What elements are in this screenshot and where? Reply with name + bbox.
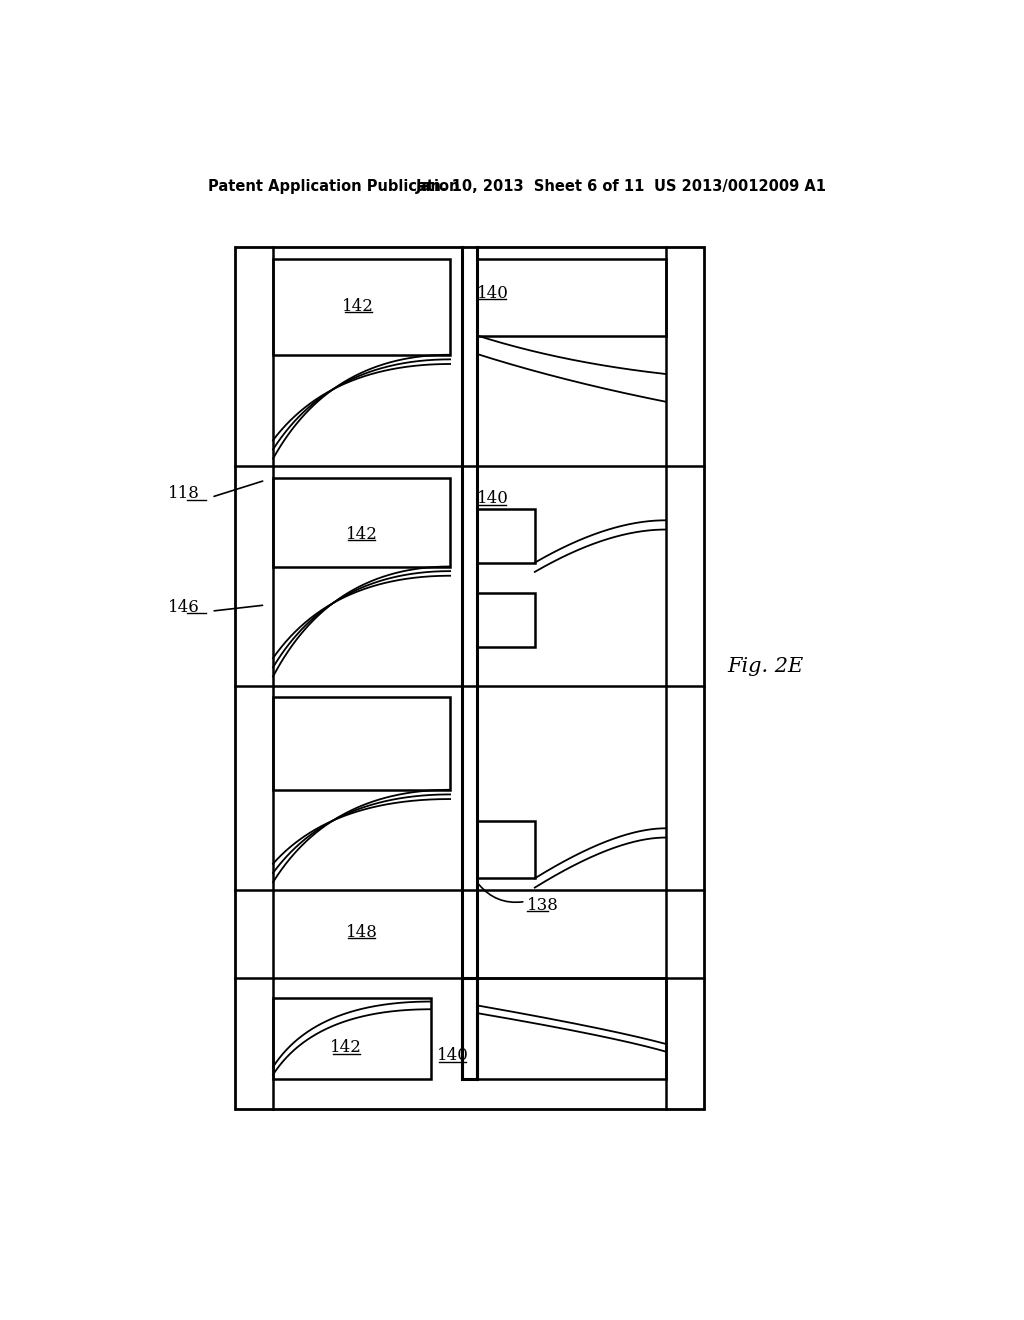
Text: 142: 142 bbox=[330, 1039, 362, 1056]
Text: 142: 142 bbox=[342, 298, 374, 314]
Text: Fig. 2E: Fig. 2E bbox=[727, 657, 804, 676]
Text: US 2013/0012009 A1: US 2013/0012009 A1 bbox=[654, 180, 826, 194]
Text: 142: 142 bbox=[346, 525, 378, 543]
Bar bbox=[273, 697, 451, 789]
Bar bbox=[462, 978, 477, 1078]
Text: Jan. 10, 2013  Sheet 6 of 11: Jan. 10, 2013 Sheet 6 of 11 bbox=[416, 180, 645, 194]
Bar bbox=[273, 478, 451, 566]
Bar bbox=[234, 247, 705, 1109]
Text: 140: 140 bbox=[476, 285, 508, 302]
Text: 146: 146 bbox=[168, 599, 200, 616]
Bar bbox=[477, 978, 666, 1078]
Bar bbox=[477, 594, 535, 647]
Text: 140: 140 bbox=[476, 490, 508, 507]
Bar bbox=[477, 259, 666, 335]
Text: 140: 140 bbox=[436, 1047, 468, 1064]
Bar bbox=[477, 508, 535, 562]
Bar bbox=[273, 998, 431, 1078]
Text: Patent Application Publication: Patent Application Publication bbox=[208, 180, 459, 194]
Text: 118: 118 bbox=[168, 484, 200, 502]
Text: 138: 138 bbox=[527, 896, 559, 913]
Bar bbox=[273, 259, 451, 355]
Text: 148: 148 bbox=[346, 924, 378, 941]
Bar bbox=[477, 821, 535, 878]
